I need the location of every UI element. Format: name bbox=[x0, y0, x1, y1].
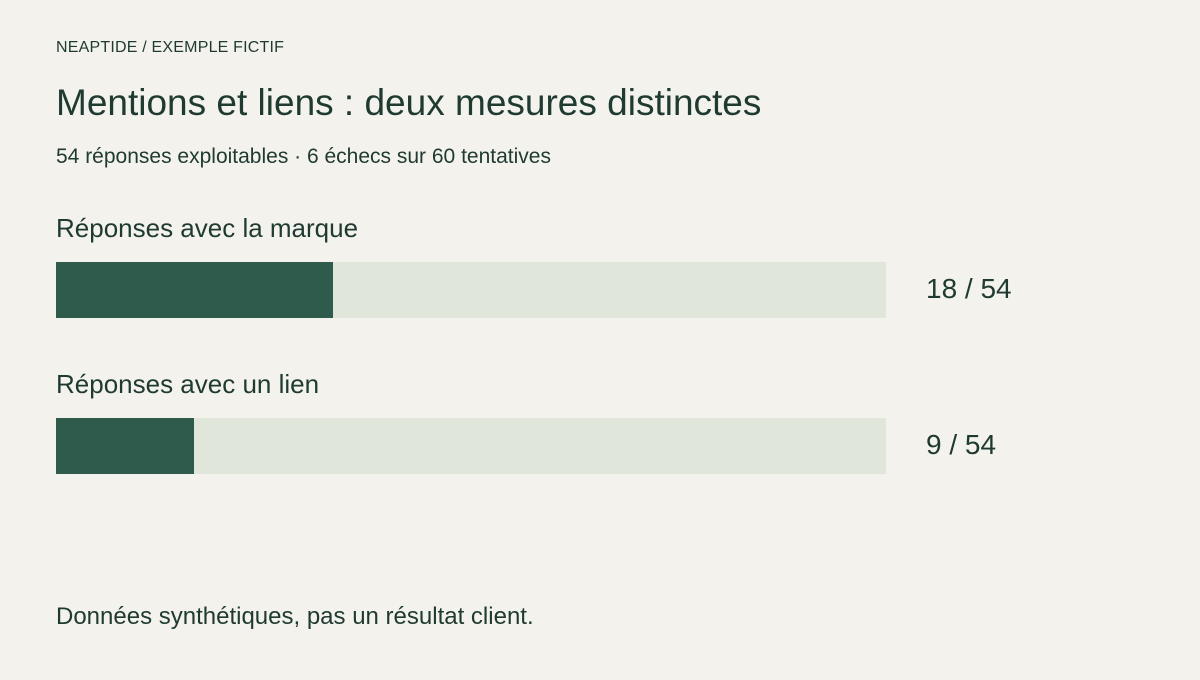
bar-label: Réponses avec la marque bbox=[56, 213, 359, 243]
bar-label: Réponses avec un lien bbox=[56, 369, 320, 399]
chart-title: Mentions et liens : deux mesures distinc… bbox=[56, 82, 762, 123]
bar-fill bbox=[56, 418, 194, 474]
eyebrow-label: NEAPTIDE / EXEMPLE FICTIF bbox=[56, 39, 285, 56]
footnote: Données synthétiques, pas un résultat cl… bbox=[56, 603, 534, 630]
bar-value-label: 9 / 54 bbox=[926, 429, 997, 460]
bar-value-label: 18 / 54 bbox=[926, 273, 1012, 304]
bar-track bbox=[56, 262, 886, 318]
bar-fill bbox=[56, 262, 333, 318]
chart-subtitle: 54 réponses exploitables · 6 échecs sur … bbox=[56, 145, 551, 168]
bar-track bbox=[56, 418, 886, 474]
